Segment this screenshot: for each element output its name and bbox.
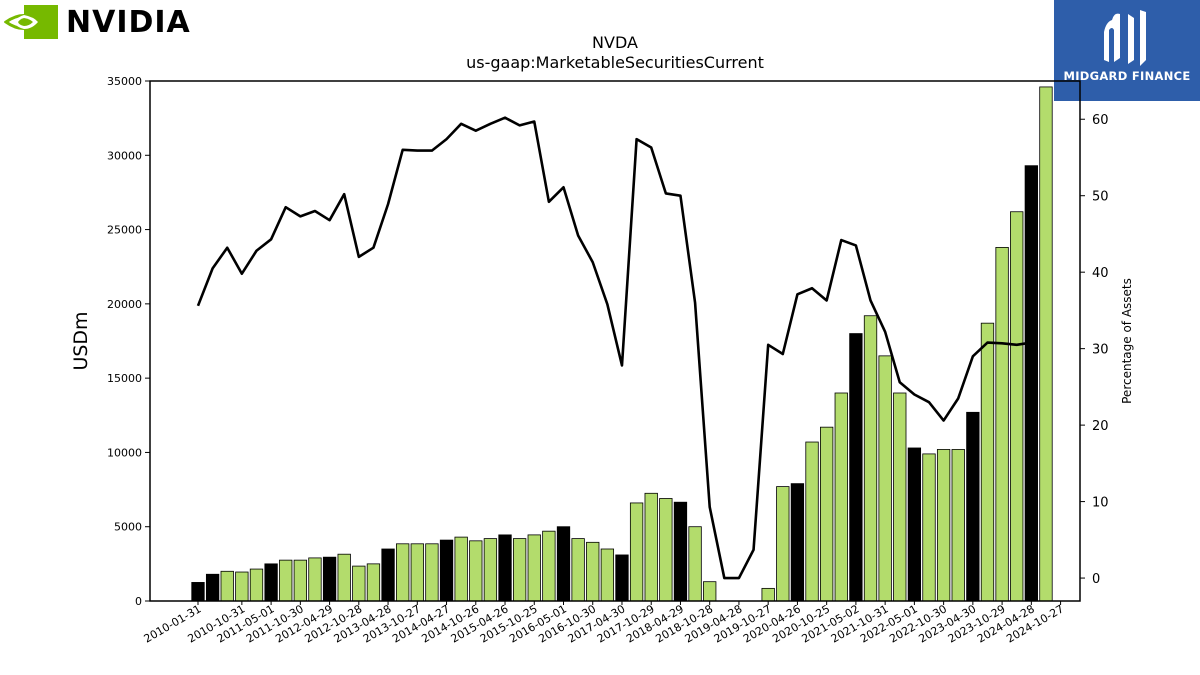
- y2-tick-label: 40: [1092, 266, 1109, 281]
- bar: [542, 530, 556, 602]
- y-tick-label: 5000: [114, 521, 142, 534]
- bar: [512, 538, 527, 602]
- y2-axis-label: Percentage of Assets: [1120, 278, 1134, 404]
- y2-tick-label: 10: [1092, 496, 1109, 511]
- bar: [279, 559, 293, 602]
- nvidia-eye-icon: [4, 5, 58, 39]
- plot-frame: [149, 80, 1081, 602]
- bar: [629, 502, 644, 602]
- line-series-layer: [196, 116, 1032, 580]
- bar: [469, 540, 483, 602]
- y-tick-label: 20000: [107, 298, 142, 311]
- right-axis-ticks: 0 10 20 30 40 50 60: [1080, 113, 1109, 587]
- bar: [293, 559, 307, 602]
- y2-tick-label: 20: [1092, 419, 1109, 434]
- bar: [454, 536, 468, 602]
- bar: [264, 563, 278, 602]
- y-tick-label: 10000: [107, 446, 142, 459]
- bar: [966, 411, 980, 602]
- y-axis-label: USDm: [70, 311, 92, 370]
- bar: [1010, 211, 1024, 602]
- midgard-emblem-icon: [1054, 0, 1200, 70]
- line-series: [196, 116, 1032, 580]
- bar: [893, 392, 907, 602]
- nvidia-wordmark: NVIDIA: [66, 4, 191, 40]
- bar: [922, 453, 936, 602]
- bar: [644, 492, 658, 602]
- y2-tick-label: 30: [1092, 343, 1109, 358]
- left-axis-ticks: 0 5000 10000 15000 20000 25000 30000 35000: [107, 75, 150, 608]
- bar: [1024, 165, 1038, 602]
- bar: [571, 538, 585, 602]
- x-axis-ticks: 2010-01-312010-10-312011-05-012011-10-30…: [142, 601, 1066, 646]
- bar: [849, 333, 863, 602]
- y-tick-label: 35000: [107, 75, 142, 88]
- bar: [249, 568, 264, 602]
- bar-series: [191, 86, 1053, 602]
- bar: [863, 315, 878, 602]
- bar: [366, 563, 381, 602]
- bar: [834, 392, 848, 602]
- bar: [995, 246, 1009, 602]
- bar: [410, 543, 424, 602]
- bar: [308, 557, 322, 602]
- bar: [337, 553, 351, 602]
- bar: [191, 582, 205, 602]
- bar: [805, 441, 819, 602]
- y2-tick-label: 0: [1092, 572, 1100, 587]
- bar: [586, 541, 600, 602]
- y2-tick-label: 60: [1092, 113, 1109, 128]
- bar: [761, 587, 775, 602]
- y-tick-label: 0: [135, 595, 142, 608]
- bar: [907, 447, 922, 602]
- bar: [205, 573, 220, 602]
- y-tick-label: 30000: [107, 149, 142, 162]
- bar: [439, 539, 454, 602]
- bar: [425, 543, 439, 602]
- bar: [951, 449, 965, 602]
- bar: [322, 556, 337, 602]
- y-tick-label: 25000: [107, 224, 142, 237]
- midgard-finance-logo: MIDGARD FINANCE: [1054, 0, 1200, 101]
- bar: [600, 548, 615, 602]
- bar: [790, 483, 805, 602]
- bar: [352, 565, 366, 602]
- y-tick-label: 15000: [107, 372, 142, 385]
- bar: [659, 498, 673, 602]
- y2-tick-label: 50: [1092, 190, 1109, 205]
- bar: [381, 548, 395, 602]
- bar: [673, 501, 688, 602]
- midgard-finance-wordmark: MIDGARD FINANCE: [1063, 69, 1191, 83]
- chart-title: NVDA: [592, 33, 638, 52]
- bar: [235, 571, 249, 602]
- bar: [703, 581, 717, 602]
- bar: [527, 534, 541, 602]
- bar: [936, 449, 951, 602]
- bar: [820, 426, 834, 602]
- bar: [396, 543, 410, 602]
- bar: [776, 486, 790, 602]
- bar: [483, 538, 498, 602]
- bar: [688, 526, 702, 602]
- bar: [220, 570, 234, 602]
- bar: [556, 526, 571, 602]
- bar: [878, 355, 892, 602]
- bar: [980, 322, 995, 602]
- bar: [1039, 86, 1053, 602]
- nvidia-logo: NVIDIA: [4, 4, 191, 40]
- bar: [615, 554, 629, 602]
- bar: [498, 534, 512, 602]
- chart-subtitle: us-gaap:MarketableSecuritiesCurrent: [466, 53, 764, 72]
